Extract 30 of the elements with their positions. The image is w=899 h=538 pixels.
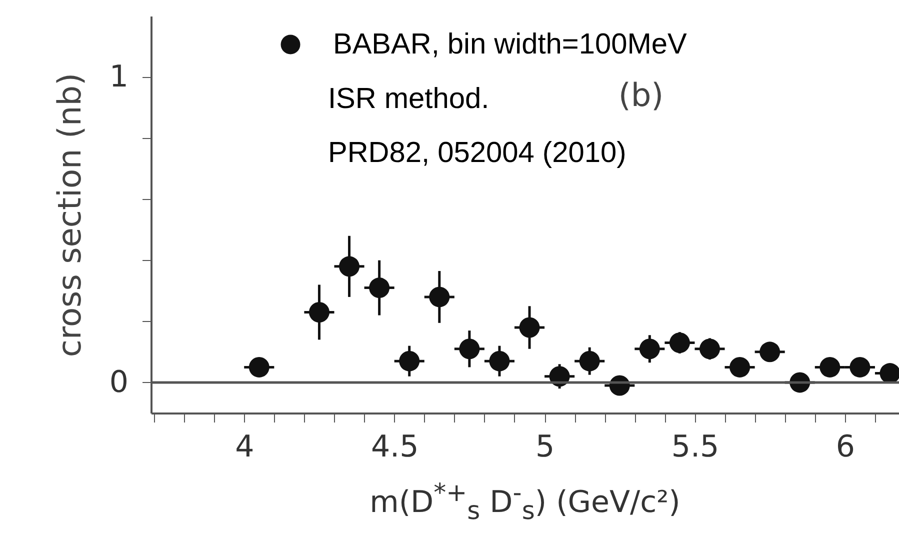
y-tick-label: 1 xyxy=(109,60,128,95)
point xyxy=(760,342,780,362)
point xyxy=(820,356,840,378)
point xyxy=(459,338,480,360)
point xyxy=(399,350,420,372)
annotation: ISR method. xyxy=(328,83,490,115)
y-tick-label: 0 xyxy=(109,364,128,400)
annotation: (b) xyxy=(618,76,664,114)
x-tick-label: 5 xyxy=(535,430,555,464)
point xyxy=(248,356,270,378)
y-axis-title: cross section (nb) xyxy=(50,72,88,358)
point xyxy=(369,278,390,298)
point xyxy=(489,350,510,372)
x-tick-label: 4 xyxy=(235,430,254,464)
point xyxy=(730,356,750,378)
point xyxy=(308,302,330,322)
point xyxy=(429,286,450,308)
point xyxy=(579,350,600,372)
point xyxy=(669,332,690,353)
point xyxy=(339,256,360,277)
x-tick-label: 4.5 xyxy=(370,430,419,464)
x-tick-label: 5.5 xyxy=(671,430,720,464)
point xyxy=(519,317,540,338)
point xyxy=(639,338,660,360)
x-tick-label: 6 xyxy=(836,430,855,464)
annotation: PRD82, 052004 (2010) xyxy=(328,137,626,169)
point xyxy=(700,338,720,360)
point xyxy=(850,356,870,378)
legend-label: BABAR, bin width=100MeV xyxy=(333,28,688,60)
x-axis-title: m(D$^{*+}$$_{s}$ D$^{-}$$_{s}$) (GeV/c²) xyxy=(368,478,682,525)
